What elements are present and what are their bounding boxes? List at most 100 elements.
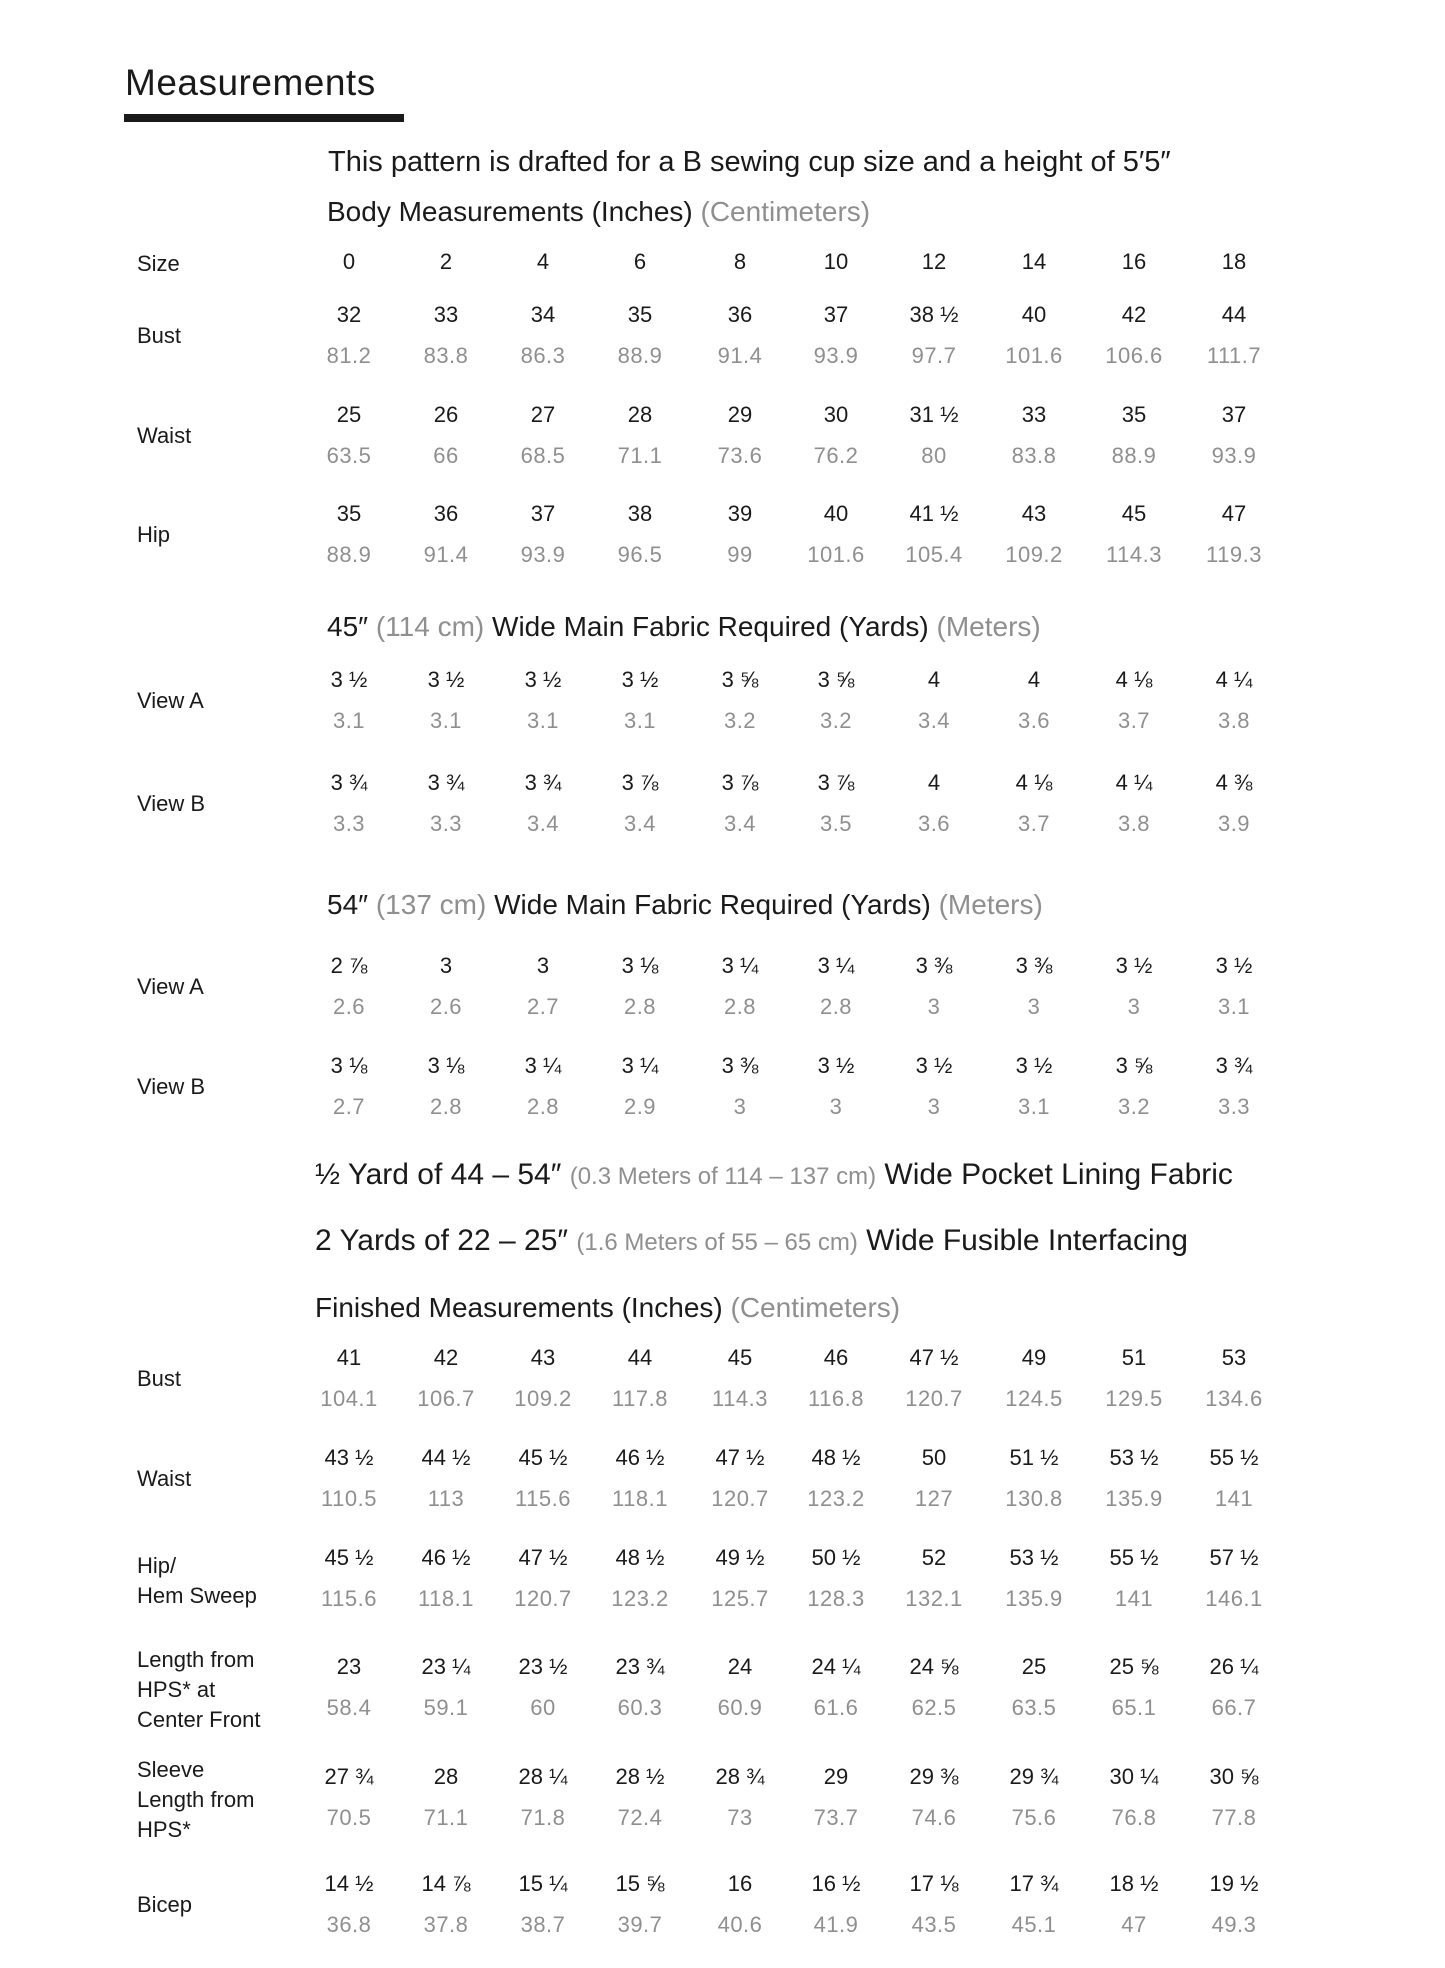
cm-cell: 99 [727,542,753,567]
inch-cell: 55 ½ [1209,1445,1259,1470]
row-label: Bust [137,322,182,348]
inch-cell: 28 ½ [615,1764,665,1789]
size-cell: 16 [1121,249,1147,274]
inch-cell: 36 [433,501,459,526]
cm-cell: 123.2 [807,1486,865,1511]
cm-cell: 3.2 [819,708,853,733]
cm-cell: 123.2 [611,1586,669,1611]
inch-cell: 26 ¼ [1209,1654,1259,1679]
row-label: Bicep [137,1891,193,1917]
inch-cell: 23 ¼ [421,1654,471,1679]
heading-alt: (Centimeters) [730,1292,901,1323]
cm-cell: 93.9 [520,542,566,567]
inch-cell: 3 ⅜ [721,1053,759,1078]
cm-cell: 2.8 [723,994,757,1019]
inch-cell: 24 [727,1654,753,1679]
cm-cell: 135.9 [1105,1486,1163,1511]
inch-cell: 3 ¼ [524,1053,562,1078]
inch-cell: 3 ½ [915,1053,953,1078]
cm-cell: 135.9 [1005,1586,1063,1611]
cm-cell: 70.5 [326,1805,372,1830]
cm-cell: 38.7 [520,1912,566,1937]
heading-main: Wide Main Fabric Required (Yards) [494,889,931,920]
heading-width: 54″ [327,889,369,920]
cm-cell: 76.8 [1111,1805,1157,1830]
cm-cell: 71.1 [617,443,663,468]
cm-cell: 2.8 [819,994,853,1019]
inch-cell: 36 [727,302,753,327]
cm-cell: 3.2 [723,708,757,733]
cm-cell: 101.6 [1005,343,1063,368]
inch-cell: 40 [823,501,849,526]
interfacing-alt: (1.6 Meters of 55 – 65 cm) [576,1229,858,1256]
inch-cell: 3 ¼ [817,953,855,978]
cm-cell: 36.8 [326,1912,372,1937]
inch-cell: 44 [627,1345,653,1370]
cm-cell: 3.4 [723,811,757,836]
row-label: Hem Sweep [137,1582,257,1608]
inch-cell: 43 [1021,501,1047,526]
cm-cell: 80 [921,443,947,468]
cm-cell: 3.8 [1117,811,1151,836]
cm-cell: 97.7 [911,343,957,368]
inch-cell: 3 ⅛ [330,1053,368,1078]
cm-cell: 61.6 [813,1695,859,1720]
cm-cell: 2.8 [623,994,657,1019]
cm-cell: 72.4 [617,1805,663,1830]
inch-cell: 3 ¾ [524,770,562,795]
pocket-tail: Wide Pocket Lining Fabric [884,1158,1233,1191]
cm-cell: 58.4 [326,1695,372,1720]
heading-main: Wide Main Fabric Required (Yards) [492,611,929,642]
cm-cell: 73.6 [717,443,763,468]
cm-cell: 3.7 [1117,708,1151,733]
inch-cell: 17 ⅛ [909,1871,959,1896]
body-measurements-heading: Body Measurements (Inches) (Centimeters) [327,196,870,228]
inch-cell: 29 ¾ [1009,1764,1059,1789]
heading-width-cm: (137 cm) [375,889,487,920]
inch-cell: 28 [433,1764,459,1789]
cm-cell: 132.1 [905,1586,963,1611]
cm-cell: 141 [1214,1486,1254,1511]
heading-main: Finished Measurements (Inches) [315,1292,723,1323]
inch-cell: 23 ¾ [615,1654,665,1679]
inch-cell: 3 ½ [1215,953,1253,978]
cm-cell: 60 [530,1695,556,1720]
inch-cell: 30 ¼ [1109,1764,1159,1789]
inch-cell: 4 [1027,667,1041,692]
cm-cell: 47 [1121,1912,1147,1937]
cm-cell: 2.6 [429,994,463,1019]
cm-cell: 110.5 [321,1486,377,1511]
inch-cell: 3 ¼ [721,953,759,978]
cm-cell: 86.3 [520,343,566,368]
inch-cell: 3 ½ [1015,1053,1053,1078]
cm-cell: 127 [914,1486,954,1511]
fabric-45-heading: 45″ (114 cm) Wide Main Fabric Required (… [327,611,1041,643]
inch-cell: 3 ⅛ [621,953,659,978]
cm-cell: 104.1 [320,1386,378,1411]
cm-cell: 109.2 [1005,542,1063,567]
inch-cell: 19 ½ [1209,1871,1259,1896]
inch-cell: 53 ½ [1009,1545,1059,1570]
cm-cell: 3.4 [623,811,657,836]
cm-cell: 3 [1027,994,1041,1019]
inch-cell: 49 ½ [715,1545,765,1570]
inch-cell: 40 [1021,302,1047,327]
inch-cell: 55 ½ [1109,1545,1159,1570]
cm-cell: 2.9 [623,1094,657,1119]
cm-cell: 40.6 [717,1912,763,1937]
cm-cell: 88.9 [1111,443,1157,468]
cm-cell: 116.8 [808,1386,864,1411]
cm-cell: 83.8 [1011,443,1057,468]
inch-cell: 45 ½ [324,1545,374,1570]
heading-alt: (Centimeters) [700,196,871,227]
heading-main: Body Measurements (Inches) [327,196,693,227]
inch-cell: 28 [627,402,653,427]
cm-cell: 125.7 [711,1586,769,1611]
inch-cell: 27 ¾ [324,1764,374,1789]
cm-cell: 134.6 [1205,1386,1263,1411]
inch-cell: 26 [433,402,459,427]
inch-cell: 16 [727,1871,753,1896]
heading-alt: (Meters) [936,611,1041,642]
cm-cell: 105.4 [905,542,963,567]
inch-cell: 37 [1221,402,1247,427]
